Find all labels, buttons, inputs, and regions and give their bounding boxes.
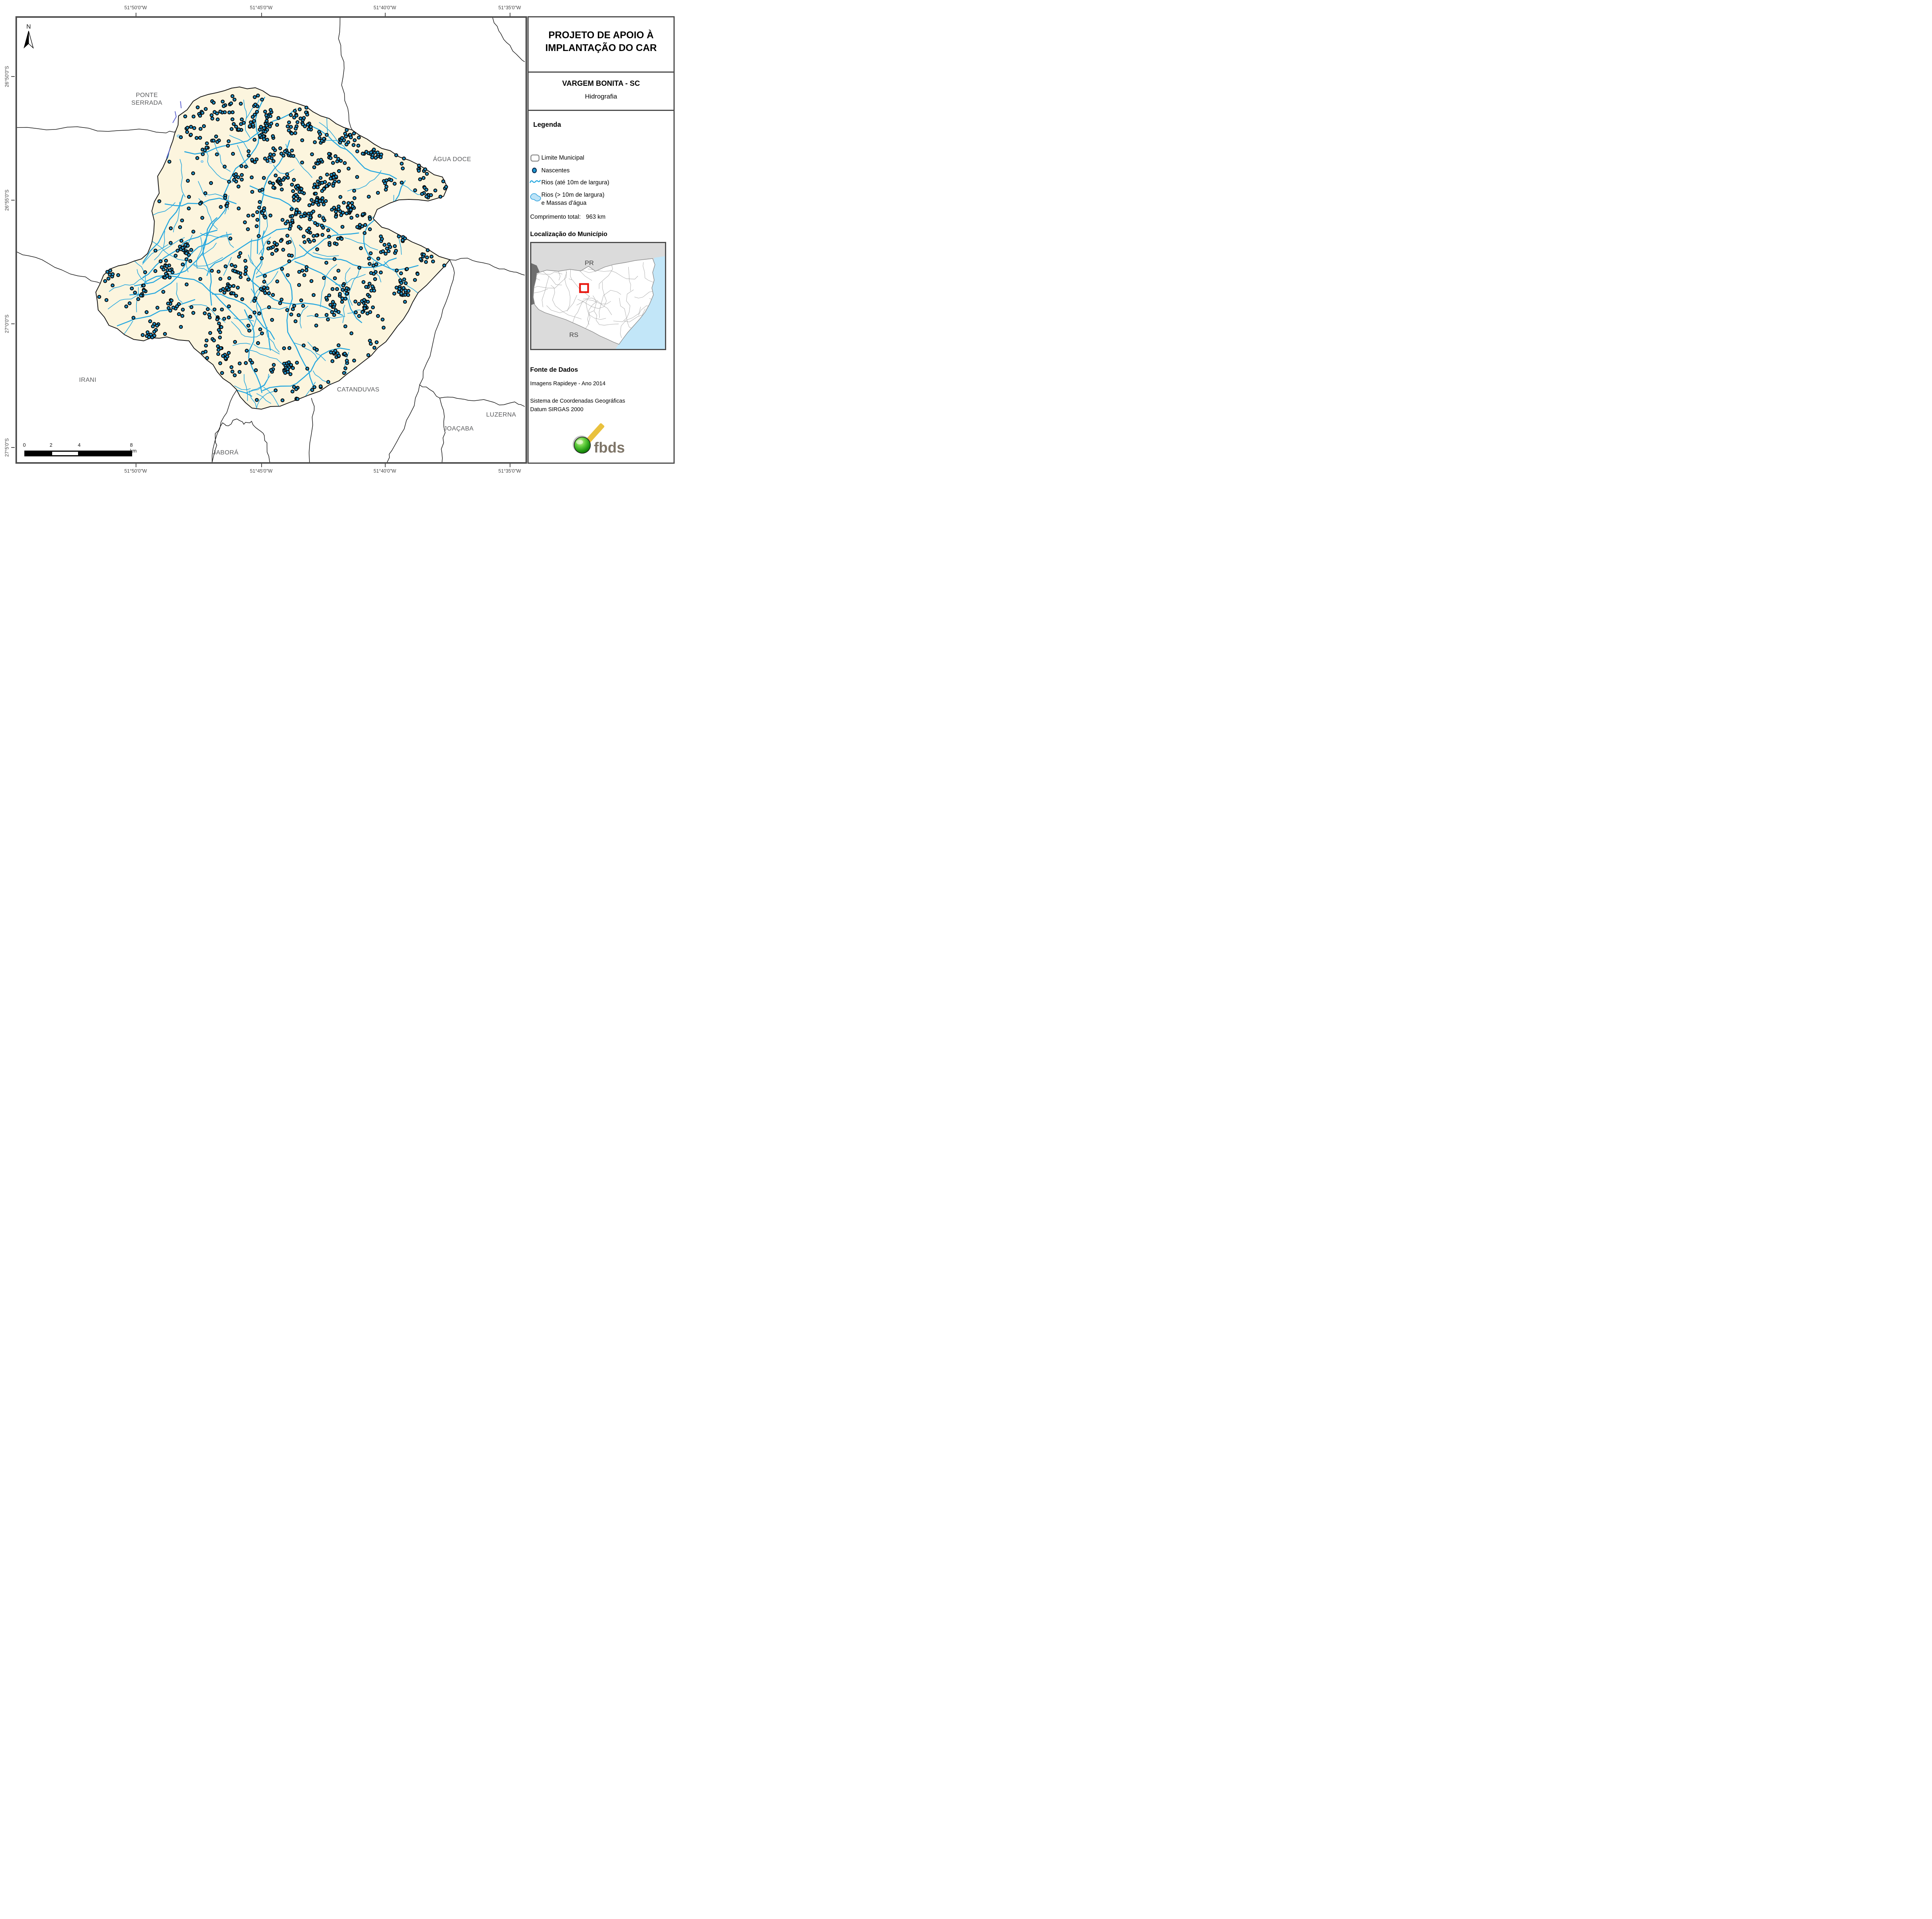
legend-massas-label-line2: e Massas d'água <box>541 200 587 206</box>
coord-left-2: 26°55'0"S <box>4 189 10 211</box>
locator-heading: Localização do Município <box>530 231 607 238</box>
tick-top-2 <box>261 13 262 16</box>
inset-highlight-square <box>579 283 589 293</box>
logo-highlight <box>576 440 583 444</box>
logo-green-sphere <box>574 437 591 454</box>
map-frame <box>15 16 527 464</box>
coord-bottom-4: 51°35'0"W <box>498 468 521 474</box>
legend-massas-swatch-icon <box>530 193 541 202</box>
coord-left-4: 27°5'0"S <box>4 438 10 457</box>
fbds-logo-icon: fbds <box>573 423 625 456</box>
title-box: PROJETO DE APOIO À IMPLANTAÇÃO DO CAR <box>527 16 675 73</box>
tick-left-2 <box>11 200 15 201</box>
coord-bottom-2: 51°45'0"W <box>250 468 273 474</box>
municipality-title: VARGEM BONITA - SC <box>562 80 640 88</box>
tick-left-3 <box>11 323 15 324</box>
map-label-ponte-serrada: PONTE SERRADA <box>131 92 163 106</box>
logo-yellow-bar <box>585 423 605 443</box>
map-label-jabora: JABORÁ <box>213 449 239 456</box>
legend-nascentes-swatch-icon <box>532 167 537 174</box>
map-label-agua-doce: ÁGUA DOCE <box>433 156 471 163</box>
scale-bar-white-segment <box>51 451 79 456</box>
coord-left-1: 26°50'0"S <box>4 66 10 87</box>
legend-massas-label-line1: Rios (> 10m de largura) <box>541 192 605 198</box>
coord-top-3: 51°40'0"W <box>373 5 396 10</box>
inset-label-rs: RS <box>569 331 578 339</box>
source-line3: Datum SIRGAS 2000 <box>530 407 583 413</box>
nascentes-points <box>97 94 448 402</box>
legend-heading: Legenda <box>533 121 561 128</box>
tick-left-4 <box>11 447 15 448</box>
subtitle-box: VARGEM BONITA - SC Hidrografia <box>527 71 675 111</box>
coord-top-2: 51°45'0"W <box>250 5 273 10</box>
locator-inset-map: PR RS <box>530 242 666 350</box>
legend-limite-swatch-icon <box>530 154 540 162</box>
total-length: Comprimento total: 963 km <box>530 214 605 221</box>
tick-bottom-2 <box>261 464 262 467</box>
project-title: PROJETO DE APOIO À IMPLANTAÇÃO DO CAR <box>545 30 657 53</box>
map-theme: Hidrografia <box>585 93 617 100</box>
boundary-river-accents <box>166 101 182 158</box>
map-label-irani: IRANI <box>79 377 97 383</box>
coord-left-3: 27°0'0"S <box>4 315 10 333</box>
tick-bottom-3 <box>385 464 386 467</box>
legend-rios-label: Rios (até 10m de largura) <box>541 179 609 186</box>
source-line1: Imagens Rapideye - Ano 2014 <box>530 381 606 387</box>
state-map <box>531 243 665 349</box>
scale-label-0: 0 <box>23 442 26 448</box>
logo-text: fbds <box>594 440 625 456</box>
map-label-luzerna: LUZERNA <box>486 412 516 418</box>
hydrography-map <box>17 18 525 462</box>
north-arrow-icon: N <box>24 24 34 49</box>
north-arrow-left <box>24 31 29 49</box>
legend-rios-swatch-icon <box>529 180 541 183</box>
coord-bottom-1: 51°50'0"W <box>124 468 147 474</box>
scale-label-4: 4 <box>78 442 81 448</box>
source-line2: Sistema de Coordenadas Geográficas <box>530 398 625 404</box>
coord-bottom-3: 51°40'0"W <box>373 468 396 474</box>
coord-top-1: 51°50'0"W <box>124 5 147 10</box>
map-label-catanduvas: CATANDUVAS <box>337 386 379 393</box>
municipality-boundary <box>95 87 450 410</box>
neighbor-boundaries <box>17 18 525 462</box>
north-arrow-right <box>28 31 34 49</box>
scale-bar-bar <box>24 451 132 456</box>
page: PONTE SERRADA ÁGUA DOCE IRANI CATANDUVAS… <box>0 0 678 480</box>
map-label-joacaba: JOAÇABA <box>444 425 474 432</box>
legend-limite-label: Limite Municipal <box>541 155 585 161</box>
inset-label-pr: PR <box>585 259 594 267</box>
coord-top-4: 51°35'0"W <box>498 5 521 10</box>
scale-label-2: 2 <box>49 442 53 448</box>
total-length-label: Comprimento total: <box>530 214 581 220</box>
north-label: N <box>26 24 31 30</box>
tick-left-1 <box>11 76 15 77</box>
tick-top-3 <box>385 13 386 16</box>
legend-nascentes-label: Nascentes <box>541 167 570 174</box>
total-length-value: 963 km <box>586 214 606 220</box>
source-heading: Fonte de Dados <box>530 366 578 373</box>
